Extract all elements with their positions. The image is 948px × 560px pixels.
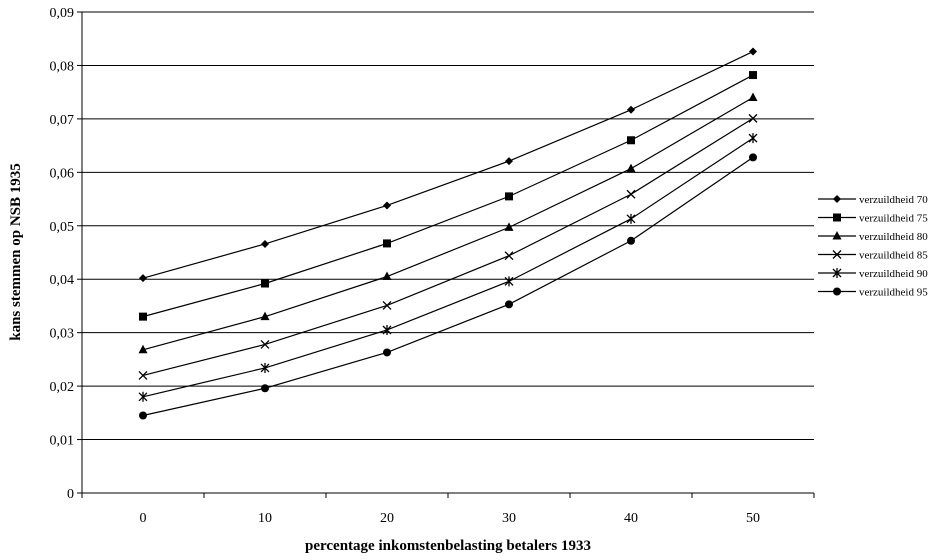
data-point xyxy=(383,239,391,248)
legend-item: verzuildheid 70 xyxy=(818,194,928,206)
series-2 xyxy=(139,71,757,321)
data-point xyxy=(504,251,514,261)
series-group xyxy=(138,47,758,420)
data-point xyxy=(260,311,270,321)
data-point xyxy=(138,344,148,354)
series-line xyxy=(142,117,754,377)
gridlines xyxy=(82,11,814,441)
x-tick-label: 50 xyxy=(746,511,760,526)
x-tick-label: 10 xyxy=(258,511,272,526)
x-tick-label: 40 xyxy=(624,511,638,526)
legend-marker xyxy=(832,250,842,259)
data-point xyxy=(139,411,147,420)
series-5 xyxy=(138,133,758,402)
data-point xyxy=(505,300,513,309)
data-point xyxy=(383,201,391,210)
legend-label: verzuildheid 70 xyxy=(859,194,928,206)
series-3 xyxy=(138,92,758,354)
data-point xyxy=(138,391,148,402)
series-line xyxy=(142,74,754,318)
series-4 xyxy=(138,113,758,380)
data-point xyxy=(626,189,636,199)
legend-item: verzuildheid 80 xyxy=(818,231,928,243)
data-point xyxy=(382,271,392,281)
legend-marker xyxy=(833,287,841,296)
legend-label: verzuildheid 80 xyxy=(859,231,928,243)
y-tick-label: 0,06 xyxy=(50,166,75,181)
legend-marker xyxy=(832,231,842,240)
x-tick-label: 30 xyxy=(502,511,516,526)
legend-item: verzuildheid 85 xyxy=(818,250,928,262)
x-tick-labels: 0 10 20 30 40 50 xyxy=(140,511,761,526)
data-point xyxy=(139,312,147,321)
data-point xyxy=(626,163,636,173)
legend-label: verzuildheid 85 xyxy=(859,250,928,262)
y-tick-label: 0,08 xyxy=(50,59,75,74)
legend-item: verzuildheid 75 xyxy=(818,213,928,225)
y-axis-title: kans stemmen op NSB 1935 xyxy=(8,163,24,341)
y-tick-label: 0,03 xyxy=(50,327,75,342)
data-point xyxy=(261,384,269,393)
y-tick-label: 0,09 xyxy=(50,6,75,21)
data-point xyxy=(627,236,635,245)
legend-label: verzuildheid 75 xyxy=(859,213,928,225)
data-point xyxy=(505,192,513,201)
data-point xyxy=(748,133,758,144)
series-1 xyxy=(139,47,757,283)
y-tick-label: 0,07 xyxy=(50,113,75,128)
legend-item: verzuildheid 90 xyxy=(818,268,928,280)
data-point xyxy=(627,105,635,114)
series-line xyxy=(142,156,754,417)
data-point xyxy=(260,362,270,373)
legend-marker xyxy=(832,268,842,278)
data-point xyxy=(261,239,269,248)
data-point xyxy=(627,136,635,145)
data-point xyxy=(749,47,757,56)
legend-marker xyxy=(833,213,841,222)
data-point xyxy=(139,274,147,283)
data-point xyxy=(505,157,513,166)
data-point xyxy=(261,279,269,288)
data-point xyxy=(749,153,757,162)
series-line xyxy=(142,51,754,279)
data-point xyxy=(382,300,392,310)
x-tick-label: 20 xyxy=(380,511,394,526)
y-tick-label: 0,04 xyxy=(50,273,75,288)
data-point xyxy=(749,71,757,80)
data-point xyxy=(748,113,758,123)
axes xyxy=(77,11,815,498)
y-tick-labels: 0 0,01 0,02 0,03 0,04 0,05 0,06 0,07 0,08 0,09 xyxy=(50,6,75,502)
legend: verzuildheid 70 verzuildheid 75 verzuildhe… xyxy=(818,194,928,299)
data-point xyxy=(748,92,758,102)
data-point xyxy=(382,324,392,335)
legend-label: verzuildheid 95 xyxy=(859,287,928,299)
y-tick-label: 0,02 xyxy=(50,380,75,395)
series-6 xyxy=(139,153,757,420)
data-point xyxy=(504,222,514,231)
series-line xyxy=(142,137,754,398)
x-tick-label: 0 xyxy=(140,511,147,526)
legend-item: verzuildheid 95 xyxy=(818,287,928,299)
data-point xyxy=(138,370,148,380)
series-line xyxy=(142,96,754,351)
y-tick-label: 0 xyxy=(67,487,74,502)
legend-label: verzuildheid 90 xyxy=(859,268,928,280)
y-tick-label: 0,05 xyxy=(50,220,75,235)
y-tick-label: 0,01 xyxy=(50,434,75,449)
legend-marker xyxy=(833,195,841,203)
data-point xyxy=(504,276,514,287)
data-point xyxy=(626,213,636,224)
data-point xyxy=(383,348,391,357)
data-point xyxy=(260,339,270,349)
x-axis-title: percentage inkomstenbelasting betalers 1… xyxy=(305,538,591,554)
